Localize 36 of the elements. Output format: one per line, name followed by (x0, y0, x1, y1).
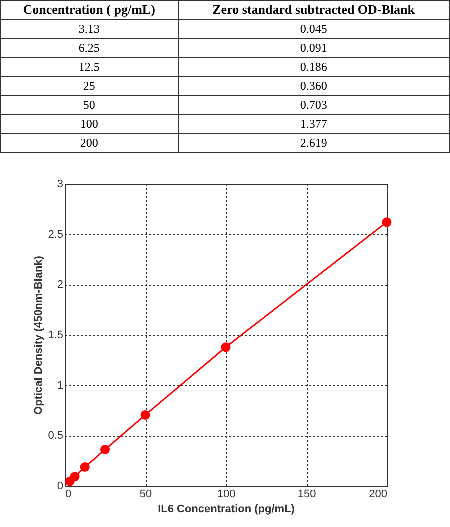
y-axis-title: Optical Density (450nm-Blank) (33, 256, 46, 415)
y-tick-label: 0.5 (48, 430, 64, 442)
text: Concentration ( pg/mL) (0, 0, 178, 20)
x-tick-label: 0 (66, 488, 72, 500)
point (221, 342, 231, 352)
text: 0.045 (178, 20, 450, 38)
x-tick-label: 150 (298, 488, 316, 500)
x-tick-label: 100 (217, 488, 236, 500)
text: 0.703 (178, 96, 450, 114)
text: 12.5 (0, 58, 178, 76)
y-tick-label: 2.5 (48, 228, 64, 241)
text: 2.619 (178, 134, 450, 152)
text: 3.13 (0, 20, 178, 38)
y-tick-label: 2 (57, 279, 64, 292)
y-tick-label: 1.5 (48, 330, 64, 342)
text: 0.091 (178, 38, 450, 58)
point (80, 462, 90, 472)
text: 200 (0, 134, 178, 152)
text: 6.25 (0, 38, 178, 58)
text: 50 (0, 96, 178, 114)
point (100, 445, 110, 454)
y-tick-label: 1 (57, 380, 64, 392)
text: 0.360 (178, 76, 450, 96)
point (70, 472, 80, 482)
y-tick-label: 3 (57, 178, 64, 190)
point (140, 410, 150, 420)
text: 100 (0, 114, 178, 134)
point (382, 218, 392, 228)
text: 1.377 (178, 114, 450, 134)
text: Zero standard subtracted OD-Blank (178, 0, 450, 20)
x-tick-label: 50 (140, 488, 152, 500)
text: 0.186 (178, 58, 450, 76)
text: 25 (0, 76, 178, 96)
x-axis-title: IL6 Concentration (pg/mL) (158, 504, 296, 516)
x-tick-label: 200 (369, 488, 388, 500)
y-tick-label: 0 (57, 480, 64, 492)
